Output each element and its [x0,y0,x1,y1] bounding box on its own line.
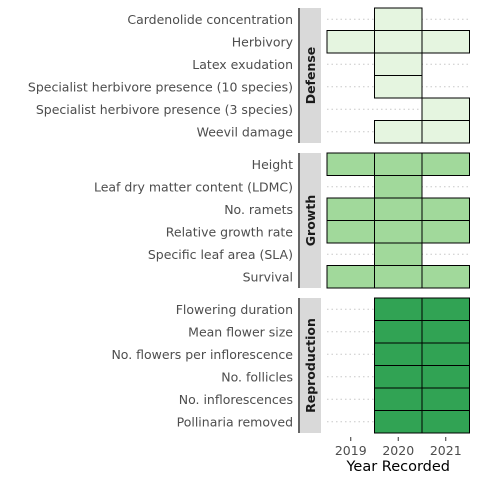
tile [374,197,423,221]
row-label: Herbivory [232,34,294,49]
row-label: No. follicles [221,369,293,384]
facet-label: Defense [303,47,318,105]
tile [421,30,470,54]
x-axis: 2019 2020 2021 [335,437,462,458]
tile [326,30,375,54]
tile [326,152,375,176]
row-label: Specialist herbivore presence (3 species… [36,102,293,117]
facet-strip [300,8,321,143]
tile [421,320,470,344]
row-label: Specific leaf area (SLA) [148,247,293,262]
tile [374,320,423,344]
tile [374,7,423,31]
tile [326,220,375,244]
tile [326,197,375,221]
tile [421,265,470,289]
row-label: Flowering duration [176,302,293,317]
facet-label: Reproduction [303,318,318,413]
tile [374,30,423,54]
tile [421,342,470,366]
row-label: Pollinaria removed [177,414,293,429]
facet-strip [300,153,321,288]
x-tick-label: 2019 [335,443,367,458]
tile [374,365,423,389]
tile [421,197,470,221]
x-tick-label: 2021 [430,443,462,458]
row-label: Relative growth rate [166,224,294,239]
panels-layer: Cardenolide concentration Herbivory Latex … [28,7,470,434]
tile [374,265,423,289]
row-label: Weevil damage [197,124,294,139]
tile [421,152,470,176]
tile [421,97,470,121]
facet-label: Growth [303,195,318,246]
tile [374,387,423,411]
tile [374,220,423,244]
row-label: No. flowers per inflorescence [111,347,293,362]
row-label: Latex exudation [192,57,293,72]
tile [374,175,423,199]
tile [374,52,423,76]
tile [421,365,470,389]
x-tick-label: 2020 [382,443,414,458]
row-label: No. inflorescences [179,392,293,407]
tile [421,387,470,411]
tile [374,120,423,144]
facet-strip [300,298,321,433]
panel-defense: Cardenolide concentration Herbivory Latex … [28,7,470,144]
row-label: Cardenolide concentration [127,12,293,27]
row-label: Mean flower size [188,324,293,339]
tile [326,265,375,289]
tile [374,75,423,99]
panel-reproduction: Flowering duration Mean flower size No. fl… [111,297,470,434]
row-label: Leaf dry matter content (LDMC) [94,179,293,194]
tile [374,242,423,266]
tile [374,410,423,434]
row-label: Survival [243,269,293,284]
tile [421,410,470,434]
panel-growth: Height Leaf dry matter content (LDMC) No. … [94,152,470,289]
tile [421,220,470,244]
row-label: Specialist herbivore presence (10 specie… [28,79,293,94]
tile [374,297,423,321]
tile [374,152,423,176]
tile [374,342,423,366]
x-axis-title: Year Recorded [345,459,450,475]
tile [421,297,470,321]
row-label: Height [252,157,293,172]
tile [421,120,470,144]
row-label: No. ramets [224,202,293,217]
